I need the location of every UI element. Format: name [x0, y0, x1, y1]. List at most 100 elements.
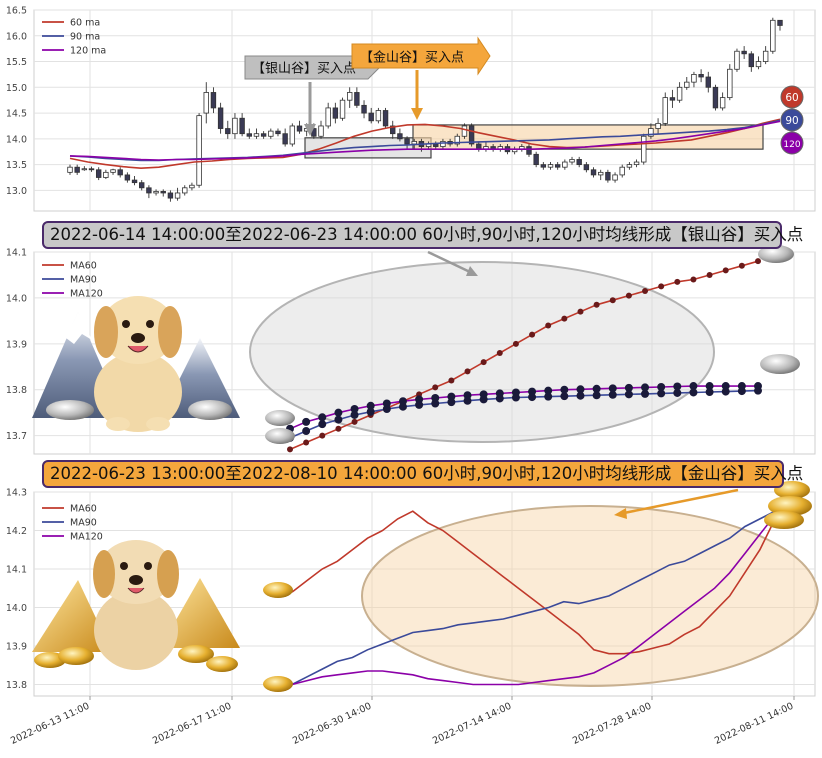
panel-2-grid [34, 251, 815, 454]
candle-body [174, 192, 181, 199]
candle-body [382, 110, 389, 127]
dog-illustration-gold [93, 540, 179, 670]
ma-badge-label: 60 [785, 92, 798, 104]
data-point [415, 395, 424, 404]
candle-body [167, 192, 174, 199]
data-point [673, 388, 682, 397]
candle-body [554, 164, 561, 168]
gold-valley-ellipse [361, 505, 819, 687]
data-point [511, 388, 520, 397]
data-point [608, 384, 617, 393]
data-point [624, 383, 633, 392]
legend-entry: MA120 [70, 532, 103, 543]
data-point [463, 396, 472, 405]
data-point [577, 308, 584, 315]
gold-label-box [351, 36, 491, 76]
legend-entry: MA90 [70, 275, 97, 286]
y-tick-label: 16.0 [6, 31, 27, 42]
candle-body [160, 191, 166, 194]
candle-body [655, 122, 661, 129]
candle-body [246, 133, 252, 137]
candle-body [88, 168, 95, 171]
data-point [447, 392, 456, 401]
series-line-60-ma [69, 118, 781, 170]
data-point [479, 390, 488, 399]
data-point [609, 297, 616, 304]
candle-body [748, 53, 755, 68]
candle-body [74, 166, 80, 173]
data-point [287, 446, 293, 453]
candle-body [332, 107, 339, 119]
dog-illustration [94, 296, 182, 432]
candle-body [712, 86, 719, 109]
data-point [738, 262, 745, 269]
x-tick-label: 2022-07-14 14:00 [431, 701, 513, 747]
y-tick-label: 13.8 [6, 385, 27, 396]
candle-body [662, 97, 668, 124]
ma-badge [780, 85, 804, 109]
data-point [366, 401, 375, 410]
data-point [561, 315, 568, 322]
gold-pyramid-decor [32, 578, 240, 652]
data-point [495, 389, 504, 398]
candle-body [669, 97, 676, 101]
y-tick-label: 13.5 [6, 160, 27, 171]
x-tick-label: 2022-08-11 14:00 [713, 701, 795, 747]
panel-1-grid [34, 9, 815, 211]
data-point [464, 368, 471, 375]
candle-body [95, 169, 102, 178]
candle-body [282, 133, 288, 145]
y-tick-label: 14.0 [6, 603, 27, 614]
data-point [560, 385, 569, 394]
y-tick-label: 14.2 [6, 526, 27, 537]
candle-body [203, 92, 209, 114]
gold-arrow [614, 488, 739, 519]
data-point [319, 432, 326, 439]
legend-entry: MA120 [70, 289, 103, 300]
data-point [398, 402, 407, 411]
data-point [641, 389, 650, 398]
candle-body [476, 143, 482, 150]
candle-body [232, 117, 238, 135]
ma-badge-label: 120 [783, 140, 800, 150]
panel-2-legend: MA60 MA90 MA120 [42, 261, 103, 300]
gold-valley-title: 2022-06-23 13:00:00至2022-08-10 14:00:00 … [42, 460, 803, 488]
candle-body [325, 107, 331, 127]
x-tick-label: 2022-07-28 14:00 [571, 701, 653, 747]
candle-body [189, 184, 195, 189]
candle-body [296, 125, 303, 132]
panel-3-legend: MA60 MA90 MA120 [42, 504, 103, 543]
data-point [463, 391, 472, 400]
candle-body [612, 174, 618, 181]
y-tick-label: 13.9 [6, 641, 27, 652]
panel-3-gold-valley: 13.8 13.9 14.0 14.1 14.2 14.3 MA60 MA90 MA120 2… [6, 481, 819, 747]
x-axis-ticks: 2022-06-13 11:00 2022-06-17 11:00 2022-06-… [9, 696, 795, 747]
candle-body [605, 171, 611, 181]
candle-body [275, 130, 281, 135]
candle-body [397, 133, 403, 140]
series-line-ma120 [291, 514, 776, 686]
gold-ingot-decor [34, 481, 812, 692]
candle-body [755, 61, 762, 68]
candle-body [648, 128, 654, 137]
data-point [366, 407, 375, 416]
candle-body [67, 166, 73, 173]
data-point [705, 388, 714, 397]
panel-3-ma-lines [291, 510, 776, 686]
silver-ingot-decor [46, 245, 800, 444]
data-point [755, 258, 761, 265]
panel-1-ma-lines [69, 118, 781, 170]
candle-body [210, 92, 217, 109]
candle-body [196, 115, 202, 186]
legend-entry: MA90 [70, 518, 97, 529]
candle-body [260, 133, 267, 137]
candle-body [705, 76, 711, 88]
ma-badges: 60 90 120 [780, 85, 804, 155]
candle-body [598, 171, 604, 176]
y-tick-label: 15.5 [6, 57, 27, 68]
silver-arrow [427, 250, 478, 276]
candle-body [590, 169, 597, 176]
data-point [658, 283, 665, 290]
silver-label-text: 【银山谷】买入点 [252, 62, 356, 77]
candle-body [182, 187, 188, 194]
